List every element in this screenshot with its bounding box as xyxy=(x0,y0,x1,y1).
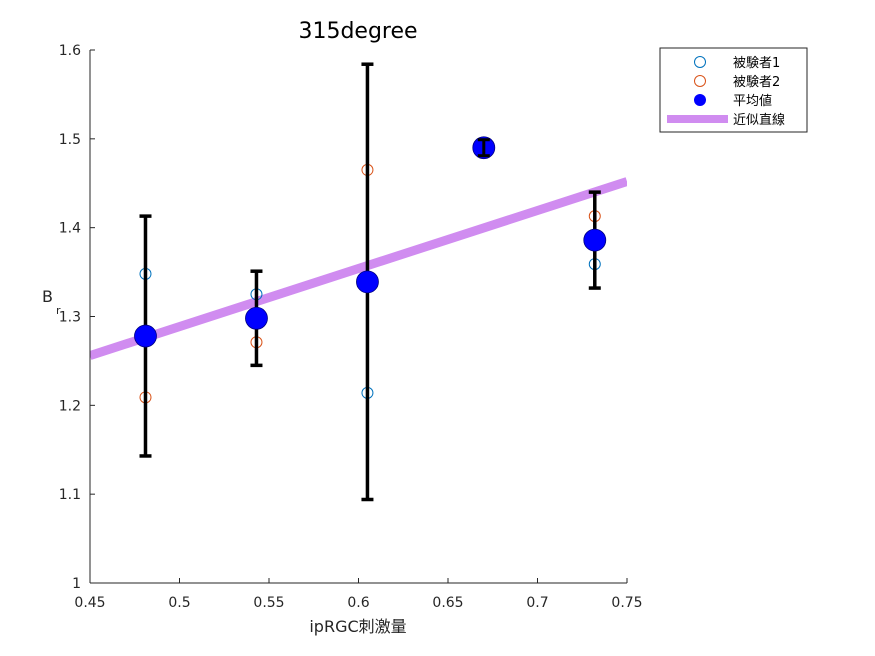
axes: 0.45 0.5 0.55 0.6 0.65 0.7 0.75 1 1.1 1.2 1.3 1.4 1.… xyxy=(59,43,643,611)
mean-point xyxy=(356,270,379,294)
error-bar-overlay xyxy=(477,138,490,158)
x-tick-label: 0.45 xyxy=(74,595,105,611)
y-tick-label: 1.4 xyxy=(59,221,81,237)
y-tick-label: 1.1 xyxy=(59,487,81,503)
y-tick-label: 1 xyxy=(72,576,81,592)
legend-marker xyxy=(694,94,706,106)
y-axis-label-main: B xyxy=(42,287,53,306)
chart-title: 315degree xyxy=(298,19,417,44)
x-axis-label: ipRGC刺激量 xyxy=(309,617,406,636)
y-tick-label: 1.6 xyxy=(59,43,81,59)
mean-point xyxy=(134,324,157,348)
legend-marker xyxy=(694,75,706,87)
legend-label: 被験者2 xyxy=(733,75,780,90)
y-tick-label: 1.5 xyxy=(59,132,81,148)
legend-label: 平均値 xyxy=(733,93,772,109)
x-tick-label: 0.7 xyxy=(526,595,548,611)
fit-line xyxy=(90,177,627,360)
y-axis-label-subscript: r xyxy=(56,304,61,317)
y-axis-label: B r xyxy=(42,287,61,317)
legend-marker xyxy=(694,56,706,68)
y-tick-label: 1.3 xyxy=(59,310,81,326)
y-tick-label: 1.2 xyxy=(59,398,81,414)
x-tick-label: 0.6 xyxy=(347,595,369,611)
x-tick-label: 0.65 xyxy=(432,595,463,611)
x-tick-label: 0.75 xyxy=(611,595,642,611)
legend-label: 被験者1 xyxy=(733,56,780,71)
legend-label: 近似直線 xyxy=(733,112,785,128)
mean-point xyxy=(583,228,607,252)
plot-area xyxy=(90,62,627,502)
x-tick-label: 0.55 xyxy=(253,595,284,611)
x-tick-label: 0.5 xyxy=(168,595,190,611)
mean-point xyxy=(245,306,268,330)
